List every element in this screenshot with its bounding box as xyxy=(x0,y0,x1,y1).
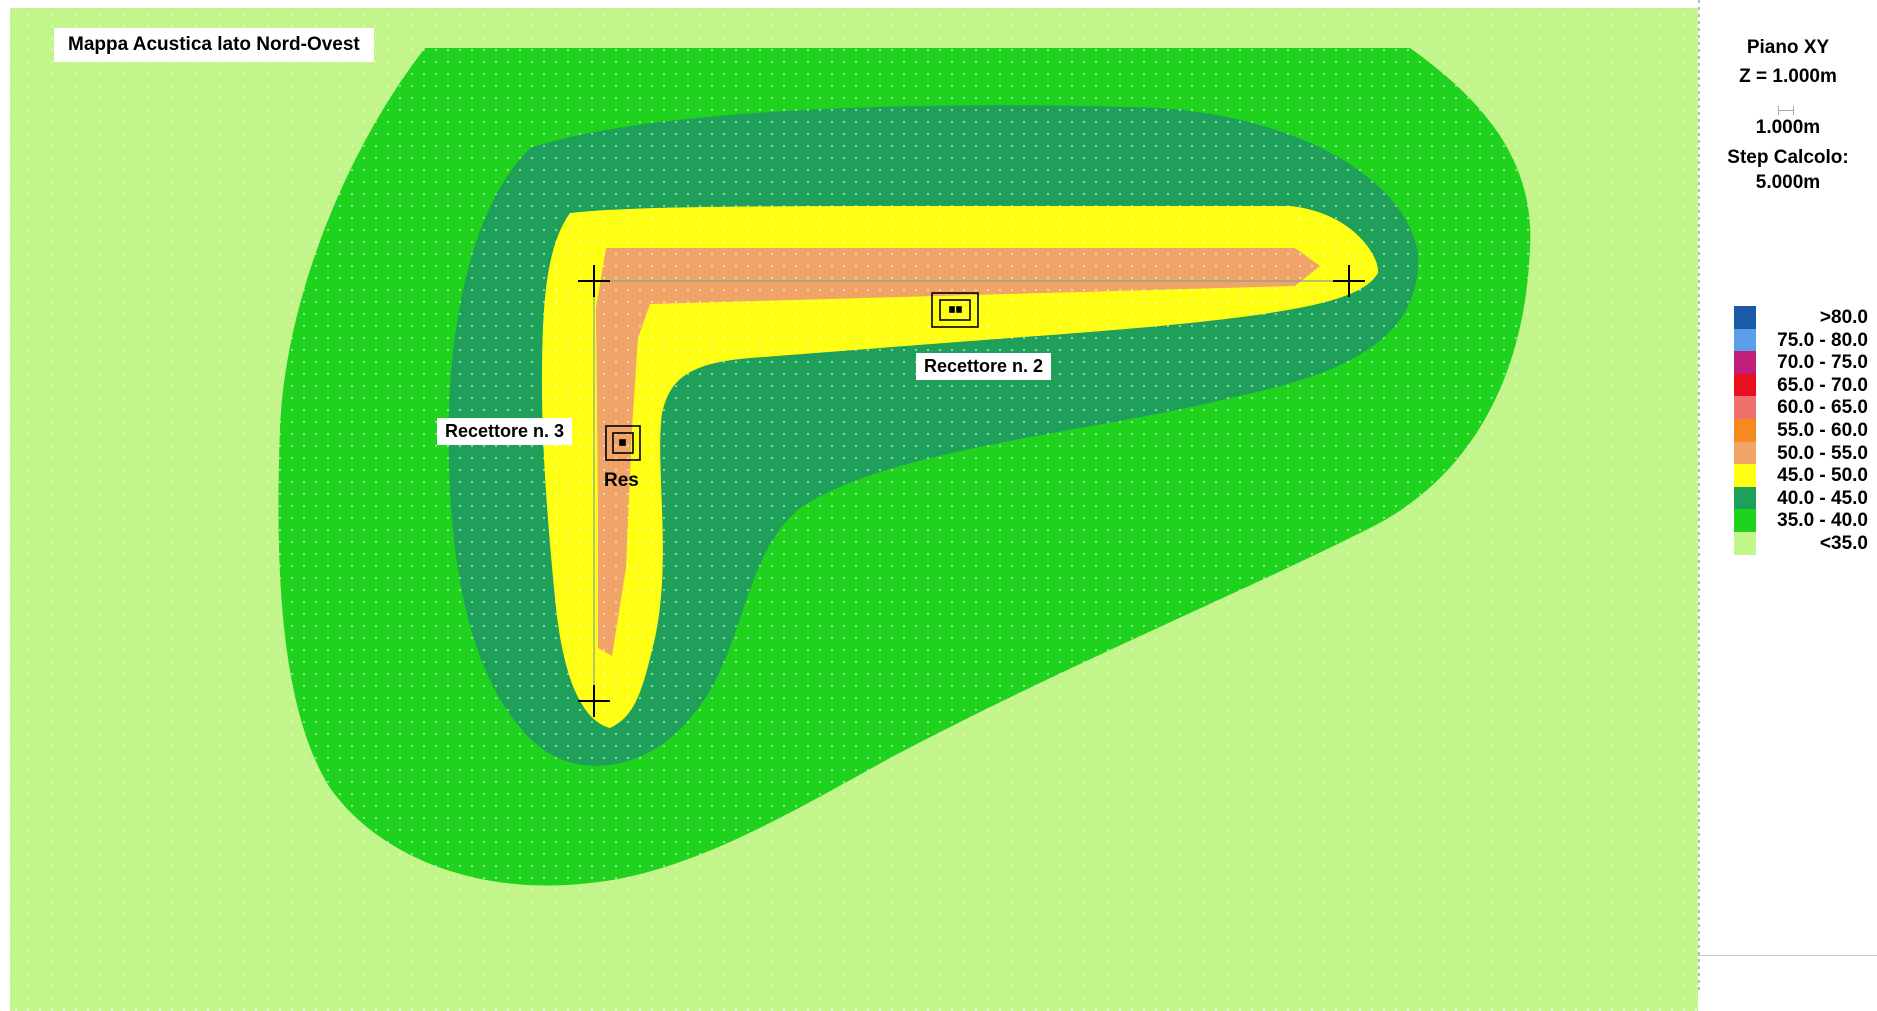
legend-swatch xyxy=(1734,509,1756,532)
plane-label: Piano XY xyxy=(1746,37,1830,58)
scale-value: 1.000m xyxy=(1755,117,1821,138)
legend-swatch xyxy=(1734,441,1756,465)
legend-label: 55.0 - 60.0 xyxy=(1777,419,1868,441)
scale-bar-icon xyxy=(1778,106,1794,115)
legend-swatch xyxy=(1734,351,1756,374)
legend-item: 50.0 - 55.0 xyxy=(1734,441,1874,465)
legend-item: 40.0 - 45.0 xyxy=(1734,486,1874,510)
panel-divider xyxy=(1698,0,1700,990)
res-building-icon xyxy=(605,425,641,461)
noise-map: Mappa Acustica lato Nord-Ovest Recettore… xyxy=(10,8,1698,1011)
legend-item: 55.0 - 60.0 xyxy=(1734,418,1874,442)
map-info-panel: Piano XY Z = 1.000m 1.000m Step Calcolo:… xyxy=(1698,0,1877,1011)
z-value: Z = 1.000m xyxy=(1739,66,1837,87)
receptor-2-building-icon xyxy=(931,292,979,328)
legend-label: 70.0 - 75.0 xyxy=(1777,352,1868,374)
legend-item: 35.0 - 40.0 xyxy=(1734,509,1874,532)
legend-label: 75.0 - 80.0 xyxy=(1777,329,1868,351)
legend-label: >80.0 xyxy=(1819,307,1868,328)
legend-label: 45.0 - 50.0 xyxy=(1777,465,1868,487)
source-line xyxy=(593,280,1350,701)
receptor-2-label: Recettore n. 2 xyxy=(916,353,1052,380)
legend-item: 60.0 - 65.0 xyxy=(1734,396,1874,419)
source-point-3-icon xyxy=(578,685,610,717)
legend-item: 65.0 - 70.0 xyxy=(1734,373,1874,397)
legend-label: <35.0 xyxy=(1819,532,1868,554)
legend-item: <35.0 xyxy=(1734,531,1874,555)
legend-label: 65.0 - 70.0 xyxy=(1777,374,1868,396)
legend-swatch xyxy=(1734,396,1756,419)
legend-swatch xyxy=(1734,464,1756,487)
source-point-2-icon xyxy=(1333,265,1365,297)
map-title: Mappa Acustica lato Nord-Ovest xyxy=(54,28,374,62)
legend-swatch xyxy=(1734,328,1756,352)
receptor-3-label: Recettore n. 3 xyxy=(437,418,573,445)
legend-item: >80.0 xyxy=(1734,306,1874,329)
legend-swatch xyxy=(1734,531,1756,555)
step-value: 5.000m xyxy=(1755,172,1821,193)
legend: >80.0 75.0 - 80.0 70.0 - 75.0 65.0 - 70.0 60… xyxy=(1734,306,1874,555)
grid-dots-overlay xyxy=(10,8,1698,1011)
legend-label: 35.0 - 40.0 xyxy=(1777,510,1868,532)
legend-item: 45.0 - 50.0 xyxy=(1734,464,1874,487)
source-point-1-icon xyxy=(578,265,610,297)
panel-separator xyxy=(1698,955,1877,956)
legend-label: 60.0 - 65.0 xyxy=(1777,397,1868,419)
legend-swatch xyxy=(1734,486,1756,510)
legend-item: 70.0 - 75.0 xyxy=(1734,351,1874,374)
noise-map-canvas xyxy=(10,8,1698,1011)
step-label: Step Calcolo: xyxy=(1727,147,1849,168)
legend-label: 40.0 - 45.0 xyxy=(1777,487,1868,509)
legend-item: 75.0 - 80.0 xyxy=(1734,328,1874,352)
legend-swatch xyxy=(1734,418,1756,442)
legend-swatch xyxy=(1734,373,1756,397)
res-label: Res xyxy=(604,470,639,491)
legend-label: 50.0 - 55.0 xyxy=(1777,442,1868,464)
legend-swatch xyxy=(1734,306,1756,329)
